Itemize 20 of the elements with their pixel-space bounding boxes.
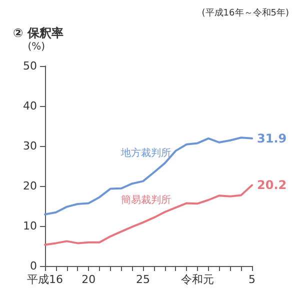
y-tick-label: 40 — [23, 100, 37, 112]
y-axis-title: (%) — [28, 42, 46, 52]
series-label: 簡易裁判所 — [120, 194, 171, 206]
y-tick-label: 10 — [23, 220, 37, 232]
x-tick-label: 5 — [248, 273, 256, 286]
chart-subtitle: (平成16年～令和5年) — [202, 8, 289, 18]
x-tick-label: 25 — [136, 273, 150, 286]
y-tick-label: 50 — [23, 60, 37, 72]
x-tick-label: 平成16 — [27, 273, 63, 286]
line-series — [44, 184, 253, 246]
y-tick-label: 20 — [23, 180, 37, 192]
series-label: 地方裁判所 — [120, 146, 171, 159]
y-tick-label: 0 — [30, 260, 37, 272]
x-tick-label: 令和元 — [181, 273, 214, 286]
data-label: 31.9 — [257, 131, 287, 146]
line-series — [44, 136, 253, 216]
data-label: 20.2 — [257, 178, 287, 192]
y-tick-label: 30 — [23, 140, 37, 152]
x-tick-label: 20 — [82, 273, 96, 286]
chart-title: ② 保釈率 — [13, 26, 64, 40]
